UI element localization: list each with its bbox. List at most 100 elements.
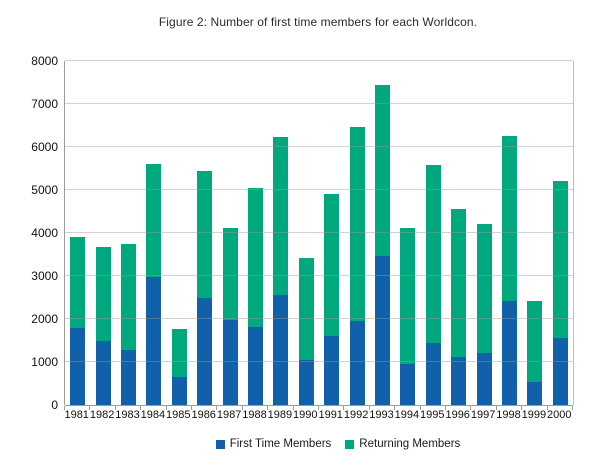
bar-segment-returning-1991 (324, 193, 340, 336)
x-axis-line (65, 405, 573, 406)
x-axis-tick (572, 406, 573, 410)
x-axis-tick (216, 406, 218, 410)
gridline (65, 103, 573, 104)
bar-segment-first-time-1987 (222, 320, 238, 405)
x-axis-label: 1998 (496, 409, 521, 421)
x-axis-tick (470, 406, 472, 410)
bar-segment-first-time-1996 (451, 357, 467, 405)
bar-segment-first-time-2000 (552, 337, 568, 405)
bar-segment-first-time-1998 (502, 301, 517, 405)
bar-segment-returning-1997 (476, 223, 492, 353)
bar-segment-first-time-1986 (197, 297, 213, 405)
legend-swatch-returning-icon (345, 439, 355, 449)
x-axis-label: 1997 (470, 409, 496, 421)
x-axis-label: 1991 (318, 409, 343, 421)
x-axis-tick (114, 406, 116, 410)
x-axis-tick (165, 406, 167, 410)
x-axis-tick (546, 406, 548, 410)
bar-segment-returning-1982 (95, 247, 111, 341)
bar-segment-first-time-1989 (273, 295, 289, 405)
bar-segment-returning-1983 (121, 244, 136, 350)
bar-segment-returning-1986 (197, 171, 213, 298)
x-axis-tick (495, 406, 497, 410)
bar-segment-returning-1993 (375, 84, 390, 256)
bar-segment-returning-1990 (298, 257, 314, 361)
plot-area (64, 60, 574, 406)
x-axis-label: 1994 (394, 409, 420, 421)
bar-segment-first-time-1991 (324, 335, 340, 405)
x-axis-tick (140, 406, 142, 410)
gridline (65, 60, 573, 61)
x-axis-label: 1981 (64, 409, 89, 421)
x-axis-label: 1983 (115, 409, 140, 421)
bar-segment-first-time-1994 (400, 364, 416, 405)
y-axis-label: 7000 (31, 97, 58, 111)
y-axis-label: 4000 (31, 226, 58, 240)
x-axis-label: 1999 (521, 409, 547, 421)
bar-segment-returning-1998 (502, 135, 517, 302)
x-axis-tick (318, 406, 319, 410)
x-axis-label: 1989 (267, 409, 293, 421)
x-axis-tick (368, 406, 370, 410)
bar-segment-returning-2000 (552, 180, 568, 338)
x-axis-tick (343, 406, 345, 410)
bar-segment-returning-1996 (451, 208, 467, 358)
bar-segment-returning-1988 (248, 187, 263, 327)
x-axis-label: 2000 (547, 409, 572, 421)
gridline (65, 189, 573, 190)
bar-segment-returning-1999 (527, 300, 543, 382)
y-axis-label: 2000 (31, 312, 58, 326)
x-axis-tick (241, 406, 243, 410)
gridline (65, 232, 573, 233)
bar-segment-returning-1992 (349, 127, 365, 321)
bar-segment-returning-1984 (146, 164, 162, 277)
y-axis-label: 0 (51, 398, 58, 412)
bar-segment-first-time-1981 (70, 327, 86, 405)
bar-segment-returning-1995 (425, 165, 441, 343)
legend-label-returning: Returning Members (359, 438, 461, 450)
bar-segment-returning-1981 (70, 236, 86, 328)
x-axis-tick (394, 406, 396, 410)
chart-title: Figure 2: Number of first time members f… (158, 15, 478, 29)
x-axis-label: 1986 (191, 409, 216, 421)
x-axis-label: 1995 (420, 409, 445, 421)
gridline (65, 275, 573, 276)
x-axis-label: 1984 (140, 409, 166, 421)
x-axis-label: 1987 (216, 409, 242, 421)
x-axis-label: 1988 (242, 409, 267, 421)
legend-item-returning: Returning Members (345, 438, 460, 450)
y-axis-label: 1000 (31, 355, 58, 369)
bar-segment-first-time-1999 (527, 381, 543, 405)
x-axis-tick (419, 406, 421, 410)
bar-segment-first-time-1985 (171, 377, 187, 405)
bar-segment-returning-1987 (222, 227, 238, 321)
x-axis-label: 1982 (89, 409, 115, 421)
x-axis-tick (89, 406, 91, 410)
y-axis-label: 5000 (31, 183, 58, 197)
x-axis-tick (267, 406, 269, 410)
bar-segment-first-time-1993 (375, 255, 390, 405)
bar-segment-first-time-1983 (121, 349, 136, 405)
y-axis-label: 8000 (31, 54, 58, 68)
bar-segment-first-time-1982 (95, 340, 111, 405)
x-axis-label: 1990 (293, 409, 318, 421)
legend-swatch-first-time-icon (215, 439, 225, 449)
gridline (65, 146, 573, 147)
x-axis-tick (64, 406, 65, 410)
x-axis-label: 1992 (343, 409, 369, 421)
x-axis-tick (292, 406, 294, 410)
legend-label-first-time: First Time Members (229, 438, 332, 450)
bar-segment-returning-1985 (171, 328, 187, 378)
bar-segment-first-time-1997 (476, 352, 492, 405)
x-axis-label: 1985 (166, 409, 191, 421)
bar-segment-first-time-1984 (146, 276, 162, 405)
bar-segment-first-time-1990 (298, 360, 314, 405)
bar-segment-first-time-1995 (425, 342, 441, 405)
y-axis-label: 6000 (31, 140, 58, 154)
y-axis-label: 3000 (31, 269, 58, 283)
gridline (65, 361, 573, 362)
bar-segment-first-time-1988 (248, 326, 263, 405)
x-axis-tick (521, 406, 523, 410)
bar-segment-returning-1994 (400, 227, 416, 365)
